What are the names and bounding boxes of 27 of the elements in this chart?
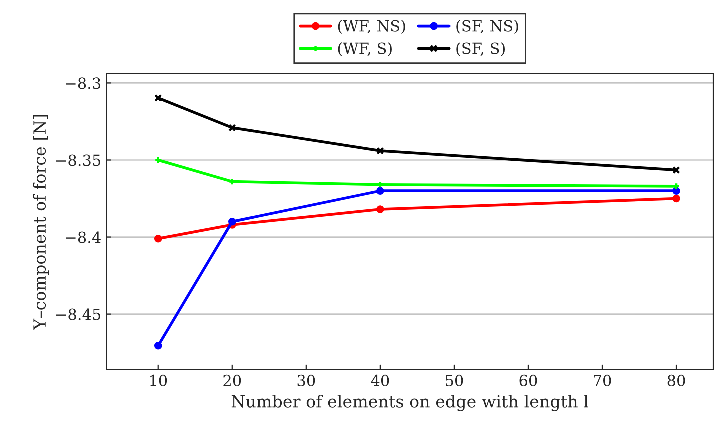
y-tick-label: −8.35 — [56, 154, 101, 166]
x-tick-label: 60 — [520, 374, 538, 386]
y-tick-label: −8.45 — [56, 308, 101, 320]
point — [154, 234, 162, 243]
y-tick-label: −8.3 — [66, 78, 101, 90]
point — [376, 206, 384, 214]
x-tick-label: 50 — [446, 374, 464, 386]
y-tick-label: −8.4 — [66, 232, 101, 244]
legend-label: (SF, S) — [456, 42, 506, 56]
x-tick-label: 30 — [298, 374, 316, 386]
x-tick-label: 80 — [668, 374, 686, 386]
y-axis-title: Y–component of force [N] — [33, 115, 50, 330]
point — [376, 187, 384, 195]
x-tick-label: 70 — [594, 374, 612, 386]
legend-label: (WF, NS) — [338, 20, 406, 34]
legend-label: (SF, NS) — [456, 20, 518, 34]
point — [154, 342, 162, 350]
point — [228, 124, 236, 132]
point — [376, 147, 384, 155]
x-tick-label: 20 — [224, 374, 242, 386]
x-tick-label: 10 — [150, 374, 168, 386]
x-tick-label: 40 — [371, 374, 390, 386]
legend-label: (WF, S) — [338, 42, 392, 56]
point — [672, 194, 680, 203]
point — [672, 187, 680, 195]
x-axis-title: Number of elements on edge with length l — [232, 395, 588, 412]
point — [228, 218, 236, 226]
